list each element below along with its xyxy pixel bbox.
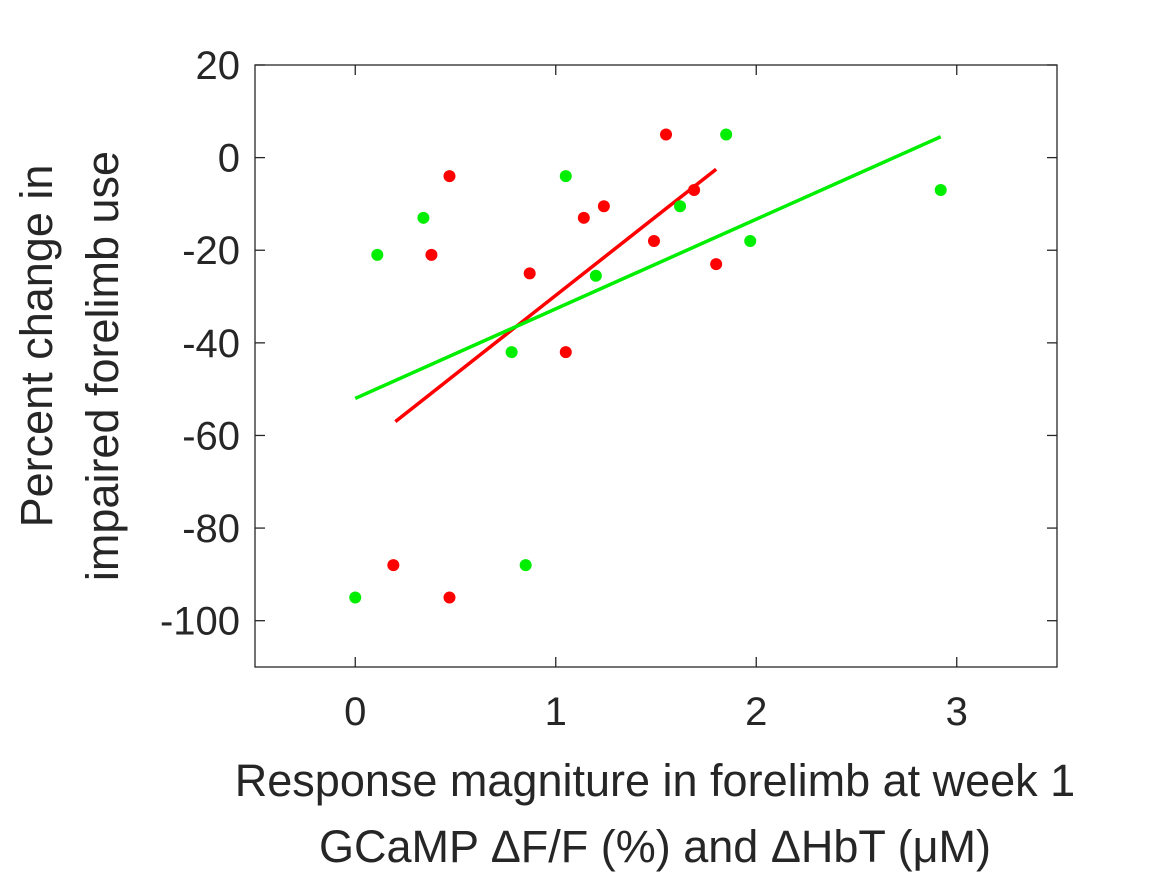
data-point	[505, 346, 518, 359]
data-point	[744, 234, 757, 247]
data-points	[349, 128, 947, 604]
y-tick-label: -40	[182, 322, 240, 366]
data-point	[589, 269, 602, 282]
fit-line	[354, 135, 942, 401]
data-point	[387, 559, 400, 572]
fit-lines	[354, 135, 942, 423]
data-point	[577, 211, 590, 224]
data-point	[597, 200, 610, 213]
data-point	[674, 200, 687, 213]
data-point	[559, 170, 572, 183]
data-point	[417, 211, 430, 224]
axis-ticks	[255, 64, 1057, 667]
data-point	[349, 591, 362, 604]
data-point	[720, 128, 733, 141]
y-tick-label: -60	[182, 414, 240, 458]
data-point	[371, 248, 384, 261]
data-point	[443, 591, 456, 604]
x-tick-label: 3	[946, 690, 968, 734]
data-point	[443, 170, 456, 183]
data-point	[519, 559, 532, 572]
y-axis-label-line-1: Percent change in	[11, 165, 62, 528]
data-point	[559, 346, 572, 359]
tick-labels: 0 1 2 3 20 0 -20 -40 -60 -80 -100	[160, 44, 968, 734]
x-axis-label-line-1: Response magniture in forelimb at week 1	[235, 755, 1075, 806]
x-tick-label: 0	[344, 690, 366, 734]
data-point	[647, 234, 660, 247]
x-tick-label: 2	[745, 690, 767, 734]
data-point	[710, 258, 723, 271]
y-tick-label: -80	[182, 507, 240, 551]
y-tick-label: -100	[160, 600, 240, 644]
x-tick-label: 1	[545, 690, 567, 734]
data-point	[425, 248, 438, 261]
data-point	[523, 267, 536, 280]
x-axis-label-line-2: GCaMP ΔF/F (%) and ΔHbT (μM)	[319, 821, 991, 872]
y-tick-label: 20	[196, 44, 241, 88]
y-axis-label-line-2: impaired forelimb use	[77, 151, 128, 581]
plot-area	[254, 64, 1058, 668]
y-tick-label: 0	[218, 137, 240, 181]
data-point	[688, 184, 701, 197]
data-point	[660, 128, 673, 141]
data-point	[934, 184, 947, 197]
fit-line	[394, 167, 718, 423]
y-tick-label: -20	[182, 229, 240, 273]
